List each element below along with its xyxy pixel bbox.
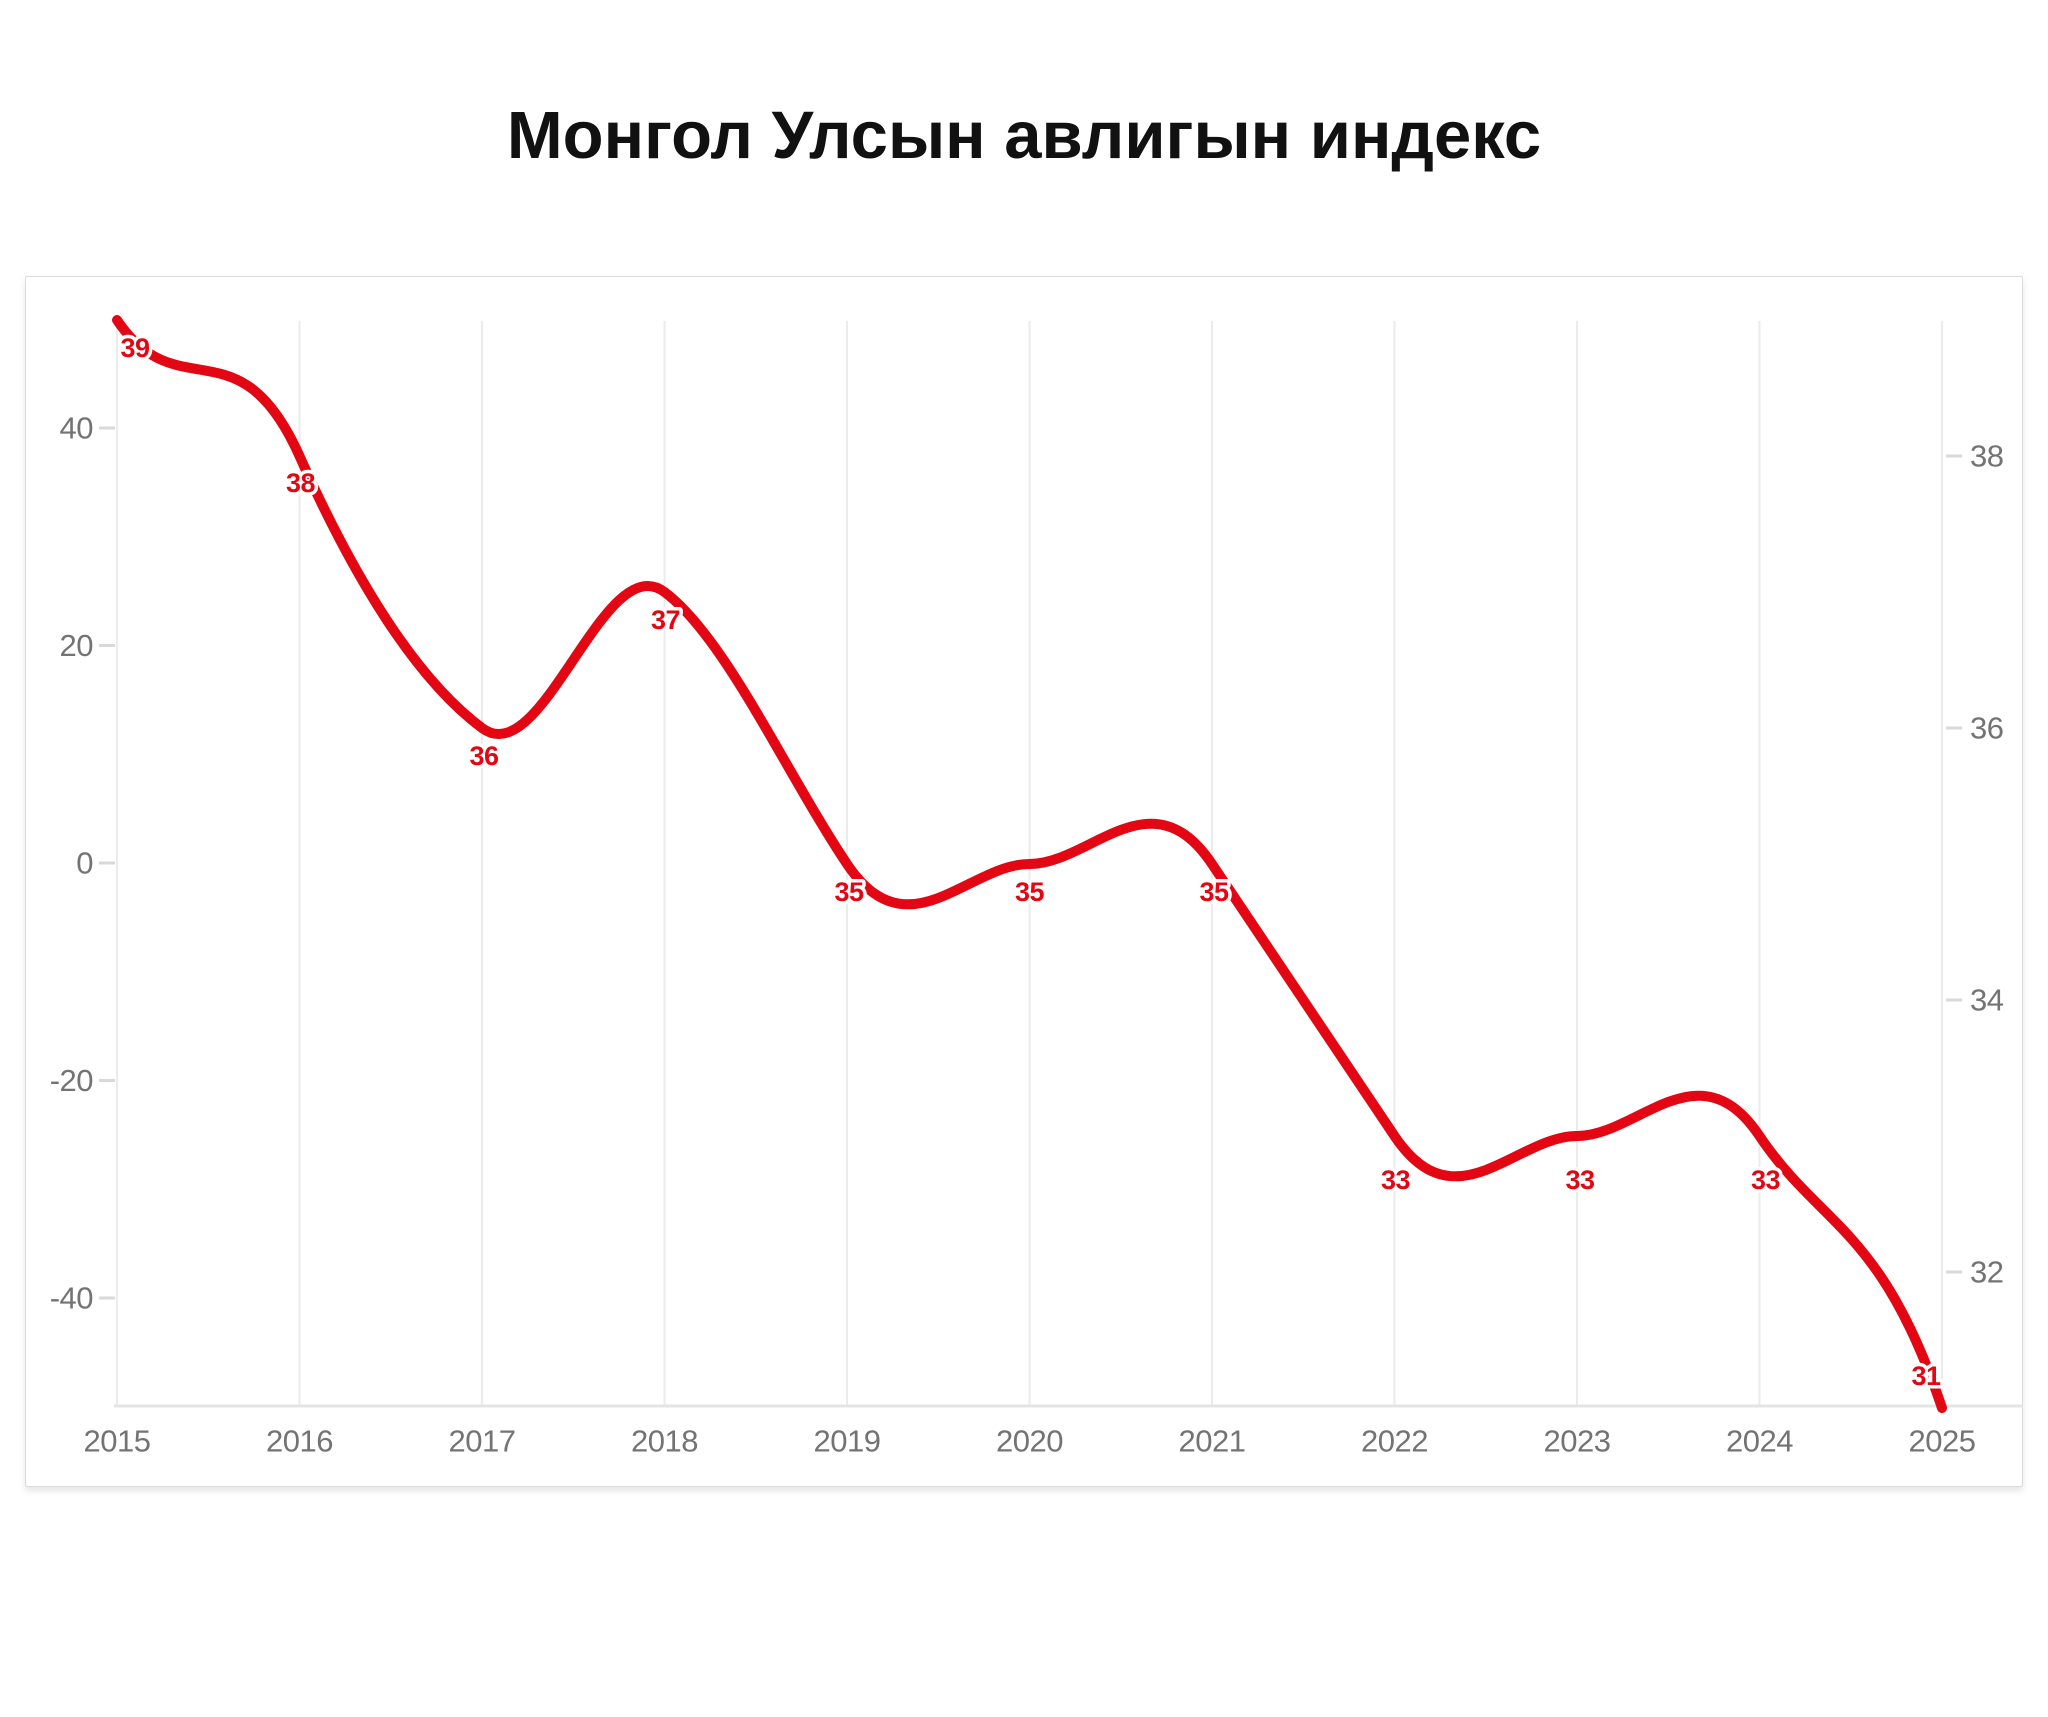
right-axis-labels: 38 36 34 32 bbox=[1970, 439, 2004, 1290]
x-axis-label: 2020 bbox=[996, 1424, 1063, 1459]
left-axis-labels: 40 20 0 -20 -40 bbox=[50, 411, 94, 1316]
x-axis-label: 2023 bbox=[1544, 1424, 1611, 1459]
x-axis-label: 2017 bbox=[449, 1424, 516, 1459]
data-labels: 39 38 36 37 35 35 35 33 33 33 31 bbox=[117, 330, 1945, 1395]
right-axis-label: 38 bbox=[1970, 439, 2003, 474]
data-label: 36 bbox=[469, 741, 499, 771]
left-axis-label: -40 bbox=[50, 1281, 94, 1316]
series-line[interactable] bbox=[112, 315, 1947, 1413]
right-axis-label: 32 bbox=[1970, 1255, 2003, 1290]
data-label: 31 bbox=[1911, 1361, 1941, 1391]
axis-ticks bbox=[99, 426, 1962, 1300]
x-axis-label: 2015 bbox=[84, 1424, 151, 1459]
left-axis-label: 0 bbox=[76, 846, 93, 881]
chart-title: Монгол Улсын авлигын индекс bbox=[506, 98, 1542, 173]
data-label: 35 bbox=[1015, 877, 1045, 907]
data-label: 33 bbox=[1565, 1165, 1595, 1195]
data-label: 35 bbox=[1199, 877, 1229, 907]
x-axis-label: 2025 bbox=[1909, 1424, 1976, 1459]
x-axis-label: 2019 bbox=[814, 1424, 881, 1459]
data-label: 39 bbox=[120, 333, 150, 363]
data-label: 35 bbox=[834, 877, 864, 907]
left-axis-label: 20 bbox=[60, 628, 94, 663]
data-label: 37 bbox=[651, 605, 680, 635]
x-axis-label: 2021 bbox=[1179, 1424, 1246, 1459]
x-axis-labels: 2015 2016 2017 2018 2019 2020 2021 2022 2023 2024… bbox=[84, 1424, 1976, 1459]
left-axis-label: -20 bbox=[50, 1063, 94, 1098]
chart-card: 40 20 0 -20 -40 38 36 34 32 2015 2016 2017 2018 2019 2… bbox=[25, 276, 2023, 1487]
x-axis-label: 2018 bbox=[631, 1424, 698, 1459]
right-axis-label: 36 bbox=[1970, 711, 2003, 746]
data-label: 38 bbox=[286, 468, 316, 498]
x-axis-label: 2024 bbox=[1726, 1424, 1793, 1459]
x-axis-label: 2016 bbox=[266, 1424, 333, 1459]
x-axis-label: 2022 bbox=[1361, 1424, 1428, 1459]
data-label: 33 bbox=[1381, 1165, 1411, 1195]
right-axis-label: 34 bbox=[1970, 983, 2004, 1018]
left-axis-label: 40 bbox=[60, 411, 94, 446]
data-label: 33 bbox=[1751, 1165, 1781, 1195]
